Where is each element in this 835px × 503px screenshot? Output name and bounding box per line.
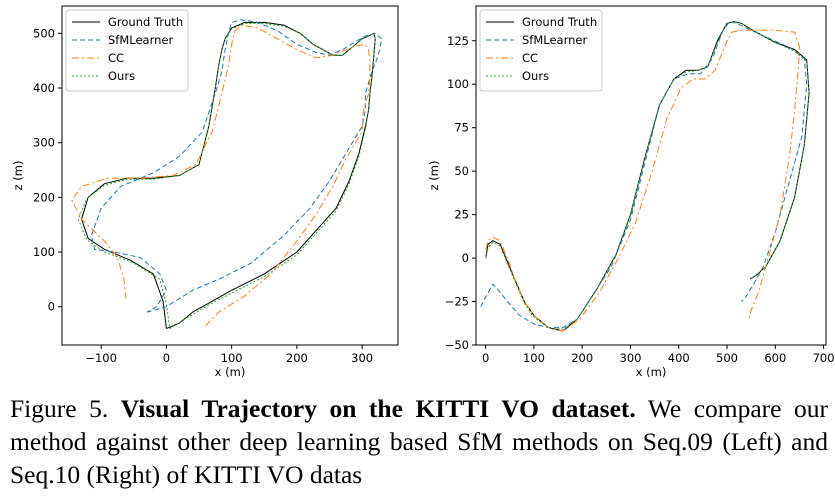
figure-caption: Figure 5. Visual Trajectory on the KITTI… — [10, 392, 828, 491]
y-tick-label: 0 — [48, 300, 55, 314]
y-tick-label: 500 — [33, 26, 55, 40]
legend-label: SfMLearner — [522, 33, 587, 47]
y-tick-label: −50 — [445, 338, 469, 352]
caption-rest: We compare our method against other deep… — [10, 394, 829, 489]
legend-label: Ours — [522, 69, 549, 83]
y-tick-label: 200 — [33, 190, 55, 204]
legend-label: Ours — [108, 69, 135, 83]
x-tick-label: 200 — [286, 351, 308, 365]
series-line-cc — [485, 29, 800, 332]
y-axis-label: z (m) — [427, 161, 441, 191]
y-tick-label: 400 — [33, 81, 55, 95]
legend-label: CC — [522, 51, 538, 65]
legend-box — [65, 9, 189, 92]
x-axis-label: x (m) — [215, 365, 246, 379]
y-tick-label: −25 — [445, 295, 469, 309]
y-tick-label: 300 — [33, 136, 55, 150]
x-tick-label: 100 — [523, 351, 545, 365]
x-tick-label: 200 — [571, 351, 593, 365]
y-tick-label: 100 — [447, 77, 469, 91]
legend-label: Ground Truth — [108, 15, 183, 29]
legend-box — [479, 9, 603, 92]
x-tick-label: 400 — [668, 351, 690, 365]
x-tick-label: 100 — [221, 351, 243, 365]
axes-frame — [61, 5, 399, 346]
x-axis-label: x (m) — [636, 365, 667, 379]
x-tick-label: 700 — [813, 351, 835, 365]
y-tick-label: 50 — [454, 164, 469, 178]
y-axis-label: z (m) — [11, 161, 25, 191]
x-tick-label: 0 — [482, 351, 489, 365]
axes-frame — [475, 5, 827, 346]
y-tick-label: 100 — [33, 245, 55, 259]
chart-right: 0 100 200 300 400 500 600 700 −50 −25 0 25 50 75 100 12… — [427, 5, 835, 379]
x-tick-label: −100 — [85, 351, 117, 365]
x-tick-label: 500 — [716, 351, 738, 365]
series-line-cc — [71, 24, 371, 327]
y-tick-label: 125 — [447, 34, 469, 48]
legend: Ground Truth SfMLearner CC Ours — [65, 9, 189, 92]
legend-label: Ground Truth — [522, 15, 597, 29]
series-line-sfmlearner — [90, 19, 383, 313]
x-tick-label: 300 — [351, 351, 373, 365]
y-tick-label: 25 — [454, 208, 469, 222]
legend-label: CC — [108, 51, 124, 65]
legend-label: SfMLearner — [108, 33, 173, 47]
chart-left: −100 0 100 200 300 0 100 200 300 400 500 x (m) z (m)… — [11, 5, 399, 379]
x-tick-label: 300 — [620, 351, 642, 365]
x-tick-label: 600 — [764, 351, 786, 365]
caption-bold: Visual Trajectory on the KITTI VO datase… — [120, 394, 636, 423]
caption-prefix: Figure 5. — [10, 394, 121, 423]
y-tick-label: 0 — [462, 251, 469, 265]
y-tick-label: 75 — [454, 121, 469, 135]
series-line-sfmlearner — [480, 21, 808, 329]
x-tick-label: 0 — [163, 351, 170, 365]
legend: Ground Truth SfMLearner CC Ours — [479, 9, 603, 92]
